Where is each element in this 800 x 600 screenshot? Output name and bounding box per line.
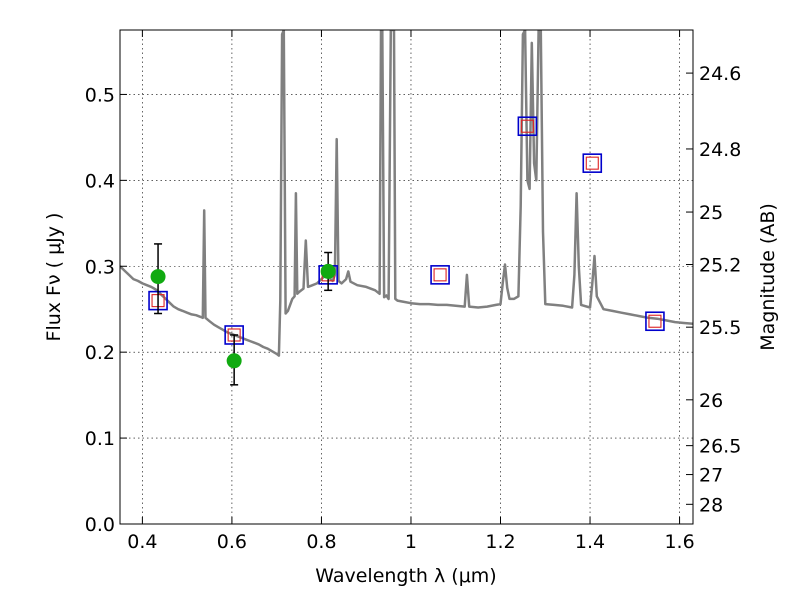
model-flux-box-inner [520,119,534,133]
magnitude-tick-label: 25 [699,202,723,224]
right-axis-label: Magnitude (AB) [757,203,779,351]
model-flux-box [582,153,603,173]
x-tick-label: 0.6 [217,531,247,553]
x-tick-label: 1.2 [485,531,515,553]
model-flux-box [645,311,665,332]
model-flux-box-inner [648,314,662,328]
model-flux-box-inner [585,156,599,170]
y-tick-label: 0.3 [85,256,115,278]
model-flux-box-inner [433,268,447,282]
y-tick-label: 0.1 [85,428,115,450]
y-axis-label: Flux Fν ( μJy ) [43,213,65,342]
magnitude-tick-label: 24.8 [699,139,741,161]
x-axis-label: Wavelength λ (μm) [315,565,496,587]
model-flux-box [430,265,450,285]
observed-flux-point [320,263,336,279]
magnitude-tick-label: 28 [699,494,723,516]
magnitude-tick-label: 25.2 [699,255,741,277]
observed-flux-point [226,353,242,369]
magnitude-axis-ticks: 24.6 24.8 25 25.2 25.5 26 26.5 27 28 [686,63,741,516]
magnitude-tick-label: 27 [699,465,723,487]
x-tick-label: 0.8 [306,531,336,553]
magnitude-tick-label: 24.6 [699,63,741,85]
grid-lines [120,30,693,525]
magnitude-tick-label: 26.5 [699,436,741,458]
y-tick-label: 0.0 [85,514,115,536]
y-tick-label: 0.5 [85,84,115,106]
spectrum-line [120,30,693,357]
plot-frame [119,29,694,525]
x-tick-label: 1.6 [664,531,694,553]
observed-photometry-points [150,243,336,386]
y-tick-label: 0.2 [85,342,115,364]
magnitude-tick-label: 25.5 [699,317,741,339]
model-photometry-points [148,116,665,345]
x-axis-ticks: 0.4 0.6 0.8 1 1.2 1.4 1.6 [127,30,695,553]
magnitude-tick-label: 26 [699,390,723,412]
observed-flux-point [150,269,166,285]
x-tick-label: 1.4 [575,531,605,553]
x-tick-label: 1 [405,531,417,553]
y-tick-label: 0.4 [85,170,115,192]
x-tick-label: 0.4 [127,531,157,553]
model-flux-box [517,116,538,137]
model-spectrum [120,30,693,357]
y-axis-ticks: 0.0 0.1 0.2 0.3 0.4 0.5 [85,84,127,536]
